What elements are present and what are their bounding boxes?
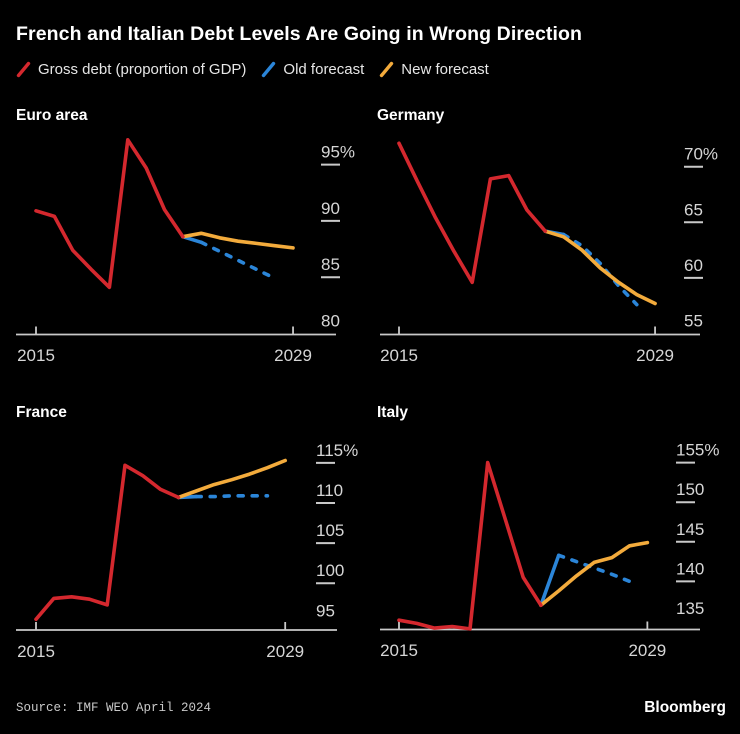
y-tick-label: 135 [676,599,704,618]
page-title: French and Italian Debt Levels Are Going… [16,23,583,45]
legend-item-new-forecast: New forecast [379,61,489,78]
y-tick-label: 115% [316,441,358,460]
old_forecast-line-dashed [199,240,277,281]
legend-label-old-forecast: Old forecast [283,61,365,78]
old_forecast-line-solid-lead [539,553,561,607]
actual-line [397,460,543,631]
panel-france: 2015 2029 115% 110 105 100 95 [16,441,358,661]
y-tick-label: 105 [316,521,344,540]
panel-title-italy: Italy [377,404,409,421]
bloomberg-logo: Bloomberg [644,699,726,716]
legend: Gross debt (proportion of GDP) Old forec… [16,61,489,78]
actual-line [34,463,181,622]
y-tick-label: 110 [316,481,343,500]
y-tick-label: 65 [684,200,703,219]
y-tick-label: 60 [684,256,703,275]
new_forecast-line [543,229,657,306]
x-tick-label: 2015 [380,346,418,365]
y-tick-label: 95 [316,601,335,620]
x-tick-label: 2029 [266,642,304,661]
panel-title-euro-area: Euro area [16,107,88,124]
y-tick-label: 150 [676,480,704,499]
y-tick-label: 55 [684,312,703,331]
x-tick-label: 2029 [274,346,312,365]
panel-italy: 2015 2029 155% 150 145 140 135 [380,441,719,660]
y-tick-label: 155% [676,441,719,460]
y-tick-label: 100 [316,561,344,580]
old_forecast-line-dashed [194,494,270,499]
actual-line [397,141,548,285]
red-slash-icon [16,61,31,78]
new_forecast-line [181,231,295,250]
blue-slash-icon [262,61,276,78]
y-tick-label: 70% [684,145,718,164]
y-tick-label: 145 [676,520,704,539]
orange-slash-icon [380,61,394,78]
legend-label-gross-debt: Gross debt (proportion of GDP) [38,61,247,78]
x-tick-label: 2015 [17,642,55,661]
panel-euro-area: 2015 2029 95% 90 85 80 [16,138,355,365]
y-tick-label: 90 [321,199,340,218]
old_forecast-line-dashed [556,553,632,584]
panel-germany: 2015 2029 70% 65 60 55 [380,141,718,365]
legend-item-old-forecast: Old forecast [261,61,364,78]
y-tick-label: 80 [321,312,340,331]
x-tick-label: 2015 [17,346,55,365]
new_forecast-line [176,458,287,500]
panel-title-france: France [16,404,67,421]
legend-item-gross-debt: Gross debt (proportion of GDP) [16,61,246,78]
x-tick-label: 2029 [628,641,666,660]
new_forecast-line [539,540,650,607]
y-tick-label: 95% [321,143,355,162]
source-note: Source: IMF WEO April 2024 [16,701,212,715]
y-tick-label: 85 [321,255,340,274]
actual-line [34,138,185,290]
y-tick-label: 140 [676,559,704,578]
panel-title-germany: Germany [377,107,445,124]
old_forecast-line-dashed [561,232,639,307]
x-tick-label: 2015 [380,641,418,660]
legend-label-new-forecast: New forecast [401,61,489,78]
x-tick-label: 2029 [636,346,674,365]
